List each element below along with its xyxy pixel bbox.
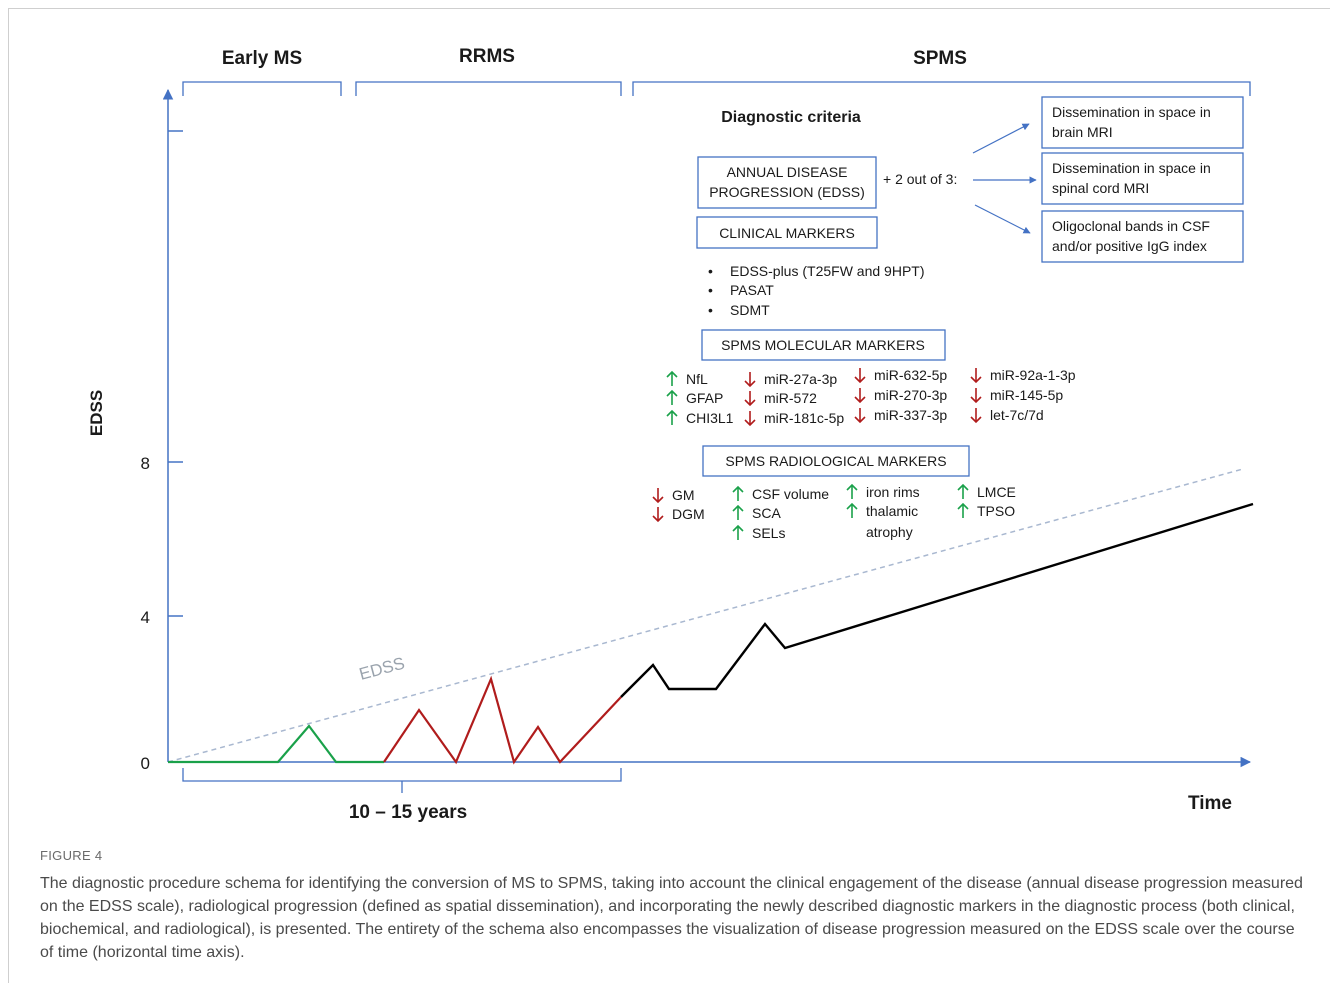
radiological-down-marker-arrow [652,507,664,523]
molecular-down-marker: miR-92a-1-3p [990,367,1076,383]
spine-line-1: Dissemination in space in [1052,160,1211,176]
brace-duration [182,768,622,782]
molecular-down-marker: miR-572 [764,390,817,406]
radiological-markers-list: GM DGM CSF volume SCA SELs iron rims thalamic a… [652,483,1016,541]
course-early-ms [168,724,384,764]
radiological-up-marker: iron rims [866,484,920,500]
molecular-down-marker: miR-270-3p [874,387,947,403]
molecular-markers-box [701,329,946,361]
brain-line-2: brain MRI [1052,124,1113,140]
molecular-down-marker-arrow [744,411,756,427]
radiological-up-marker-arrow [846,502,858,518]
x-axis-label: Time [1188,793,1232,814]
diagram: Early MS RRMS SPMS 8 4 0 EDSS Time 10 – … [87,46,1254,823]
y-tick-label-0: 0 [141,754,150,773]
phase-braces [182,81,1251,96]
molecular-up-marker: CHI3L1 [686,410,734,426]
oligoclonal-box [1041,210,1244,263]
figure-frame [8,8,1330,983]
duration-label: 10 – 15 years [349,802,467,823]
phase-rrms: RRMS [459,46,515,67]
brain-line-1: Dissemination in space in [1052,104,1211,120]
phase-early-ms: Early MS [222,48,302,69]
plus-two-of-three: + 2 out of 3: [883,171,957,187]
annual-line-2: PROGRESSION (EDSS) [709,184,865,200]
molecular-markers-list: NfL GFAP CHI3L1 miR-27a-3p miR-572 miR-181c-5… [666,367,1076,427]
molecular-markers-title: SPMS MOLECULAR MARKERS [721,337,925,353]
radiological-down-marker-arrow [652,488,664,504]
annual-line-1: ANNUAL DISEASE [727,164,848,180]
arrow-to-ocb [974,204,1031,234]
radiological-markers-box [702,445,970,477]
bullet: • [708,282,713,298]
radiological-down-marker: GM [672,487,695,503]
radiological-up-marker: thalamic [866,503,918,519]
edss-trend-line [167,468,1244,763]
molecular-down-marker-arrow [744,391,756,407]
figure-caption: The diagnostic procedure schema for iden… [40,875,1303,961]
arrow-to-brain [972,123,1030,154]
criteria-title: Diagnostic criteria [721,109,861,126]
clinical-markers-box [696,216,878,249]
radiological-up-marker-arrow [732,524,744,540]
molecular-up-marker-arrow [666,409,678,425]
radiological-up-marker: TPSO [977,503,1015,519]
radiological-up-marker: SELs [752,525,785,541]
course-spms [620,502,1254,698]
brace-rrms [355,81,622,96]
radiological-up-marker-arrow [732,485,744,501]
annual-progression-box [697,156,877,209]
spine-line-2: spinal cord MRI [1052,180,1149,196]
radiological-down-marker: DGM [672,506,705,522]
molecular-up-marker: GFAP [686,390,723,406]
molecular-down-marker: miR-27a-3p [764,371,837,387]
figure-label: FIGURE 4 [40,848,103,863]
molecular-up-marker-arrow [666,370,678,386]
radiological-up-marker: atrophy [866,524,913,540]
molecular-down-marker-arrow [970,368,982,384]
y-axis-label: EDSS [87,390,106,436]
radiological-up-marker: CSF volume [752,486,829,502]
clinical-item: EDSS-plus (T25FW and 9HPT) [730,263,925,279]
molecular-down-marker: miR-337-3p [874,407,947,423]
course-rrms [383,675,622,765]
molecular-down-marker: miR-632-5p [874,367,947,383]
radiological-up-marker-arrow [957,483,969,499]
y-tick-label-4: 4 [141,608,150,627]
molecular-down-marker-arrow [854,408,866,424]
y-tick-label-8: 8 [141,454,150,473]
molecular-down-marker-arrow [854,368,866,384]
spinal-mri-box [1041,152,1244,205]
bullet: • [708,263,713,279]
brain-mri-box [1041,96,1244,149]
phase-spms: SPMS [913,48,967,69]
molecular-down-marker-arrow [970,408,982,424]
radiological-markers-title: SPMS RADIOLOGICAL MARKERS [725,453,946,469]
clinical-item: SDMT [730,302,770,318]
radiological-up-marker-arrow [957,502,969,518]
edss-trend-label: EDSS [357,654,407,684]
brace-early [182,81,342,96]
molecular-down-marker-arrow [970,388,982,404]
molecular-up-marker: NfL [686,371,708,387]
radiological-up-marker-arrow [846,483,858,499]
ocb-line-1: Oligoclonal bands in CSF [1052,218,1210,234]
radiological-up-marker-arrow [732,504,744,520]
molecular-down-marker: miR-145-5p [990,387,1063,403]
molecular-down-marker: let-7c/7d [990,407,1044,423]
radiological-up-marker: LMCE [977,484,1016,500]
molecular-down-marker: miR-181c-5p [764,410,844,426]
molecular-down-marker-arrow [744,372,756,388]
brace-spms [632,81,1251,96]
bullet: • [708,302,713,318]
molecular-down-marker-arrow [854,388,866,404]
radiological-up-marker: SCA [752,505,781,521]
clinical-markers-title: CLINICAL MARKERS [719,225,855,241]
ocb-line-2: and/or positive IgG index [1052,238,1207,254]
molecular-up-marker-arrow [666,389,678,405]
clinical-item: PASAT [730,282,774,298]
